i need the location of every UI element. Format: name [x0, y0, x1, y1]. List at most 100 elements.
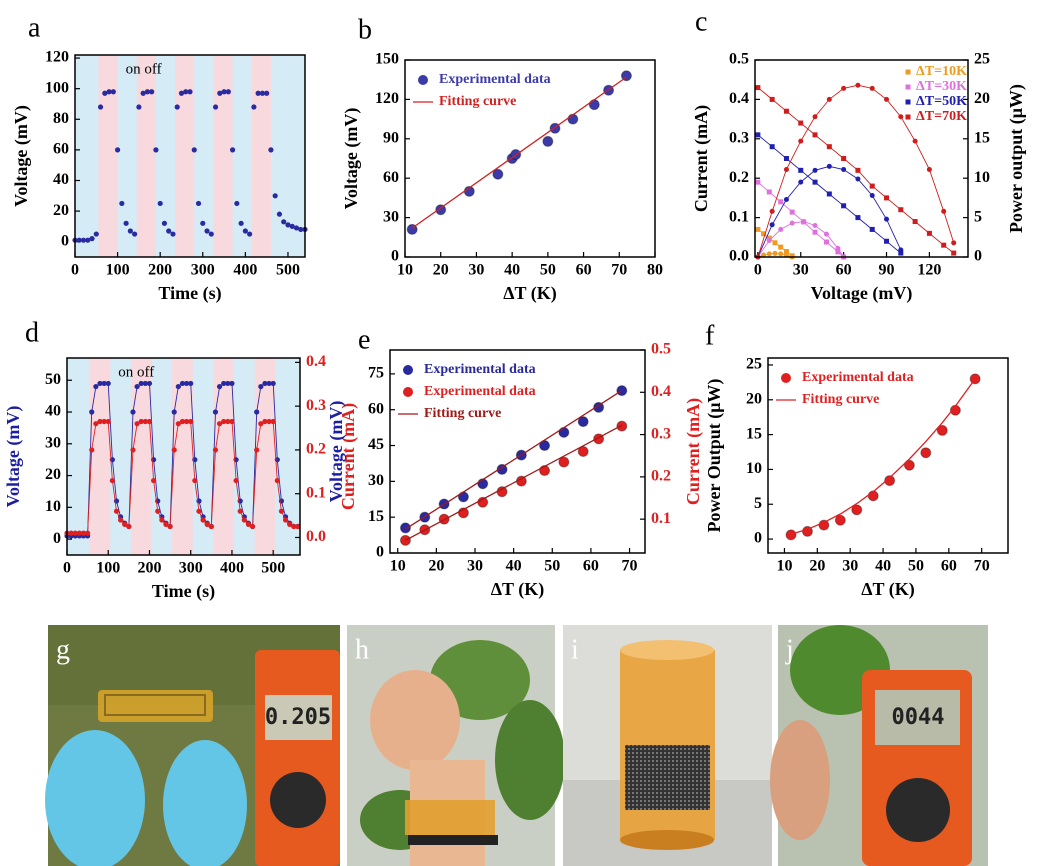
y-tick-label: 5	[754, 495, 762, 512]
panel: f 10 20 30 40 50 60 70 0 5 10 15 20 25 ΔT (K) Power Out…	[704, 320, 1009, 600]
point	[238, 220, 244, 226]
point	[841, 85, 847, 91]
point	[105, 418, 111, 425]
series-line	[405, 390, 623, 530]
y2-tick-label: 0	[974, 248, 982, 265]
point	[593, 401, 605, 413]
point	[142, 418, 148, 425]
point	[496, 463, 508, 475]
point	[138, 418, 144, 425]
point	[789, 209, 795, 215]
point	[140, 90, 146, 96]
point	[884, 216, 890, 222]
point	[234, 200, 240, 207]
panel-label: c	[695, 6, 707, 37]
point	[146, 380, 153, 387]
point	[132, 231, 138, 237]
x-tick-label: 50	[908, 558, 924, 575]
point	[769, 144, 775, 150]
point	[174, 104, 180, 110]
y2-tick-label: 0.3	[651, 425, 671, 442]
y-tick-label: 10	[746, 460, 762, 477]
y-tick-label: 20	[746, 390, 762, 407]
point	[89, 236, 95, 242]
point	[457, 491, 469, 503]
y-tick-label: 120	[375, 90, 399, 107]
point	[812, 132, 818, 138]
panel-label: d	[25, 317, 39, 348]
point	[798, 179, 804, 185]
y2-tick-label: 0.5	[651, 341, 671, 358]
y-tick-label: 40	[53, 171, 69, 188]
y-tick-label: 0.4	[729, 90, 749, 107]
legend-swatch	[905, 114, 911, 120]
point	[823, 239, 829, 245]
point	[841, 167, 847, 173]
point	[761, 231, 767, 237]
x-tick-label: 30	[468, 262, 484, 279]
series-line	[757, 165, 902, 258]
point	[155, 508, 161, 514]
point	[93, 383, 99, 390]
x-tick-label: 70	[974, 558, 990, 575]
point	[204, 228, 210, 234]
point	[912, 219, 918, 225]
y2-tick-label: 0.4	[306, 353, 326, 370]
x-tick-label: 20	[809, 558, 825, 575]
x-tick-label: 400	[233, 262, 257, 279]
point	[216, 383, 223, 390]
point	[812, 179, 818, 185]
y2-tick-label: 15	[974, 129, 990, 146]
point	[109, 477, 115, 484]
x-tick-label: 0	[63, 560, 71, 577]
panel: b 10 20 30 40 50 60 70 80 0 30 60 90 120 150 ΔT (K) Volt…	[341, 14, 663, 304]
x-tick-label: 300	[191, 262, 215, 279]
point	[812, 114, 818, 120]
legend-label: Experimental data	[424, 362, 536, 377]
plot-frame	[389, 349, 646, 554]
point	[287, 521, 293, 527]
point	[208, 523, 214, 530]
point	[801, 219, 807, 225]
point	[212, 104, 219, 110]
point	[496, 486, 508, 498]
legend-label: Fitting curve	[802, 392, 879, 407]
point	[208, 231, 214, 237]
y2-tick-label: 0.4	[651, 383, 671, 400]
point	[276, 211, 283, 217]
x-tick-label: 80	[647, 262, 663, 279]
point	[769, 96, 775, 102]
point	[969, 373, 981, 385]
point	[171, 447, 177, 453]
point	[144, 89, 151, 95]
legend-label: Fitting curve	[424, 406, 501, 421]
point	[196, 508, 202, 514]
point	[204, 521, 210, 527]
point	[289, 223, 295, 229]
point	[274, 477, 280, 484]
y-tick-label: 120	[45, 49, 69, 66]
point	[76, 530, 82, 536]
point	[102, 90, 108, 96]
point	[80, 530, 87, 536]
y-tick-label: 80	[53, 110, 69, 127]
point	[778, 226, 784, 232]
on-band	[213, 55, 233, 257]
meter-display: 0044	[892, 705, 945, 730]
x-tick-label: 400	[220, 560, 244, 577]
point	[826, 163, 832, 169]
point	[884, 96, 890, 102]
point	[195, 200, 202, 207]
point	[869, 193, 875, 199]
point	[212, 409, 219, 415]
x-tick-label: 300	[179, 560, 203, 577]
legend-swatch	[905, 84, 911, 90]
y2-tick-label: 25	[974, 51, 990, 68]
point	[157, 200, 163, 207]
point	[258, 421, 264, 427]
point	[266, 380, 272, 387]
point	[258, 383, 264, 390]
y-axis-title: Voltage (mV)	[3, 406, 24, 508]
legend-label: ΔT=30K	[916, 79, 967, 94]
on-band	[130, 358, 152, 555]
